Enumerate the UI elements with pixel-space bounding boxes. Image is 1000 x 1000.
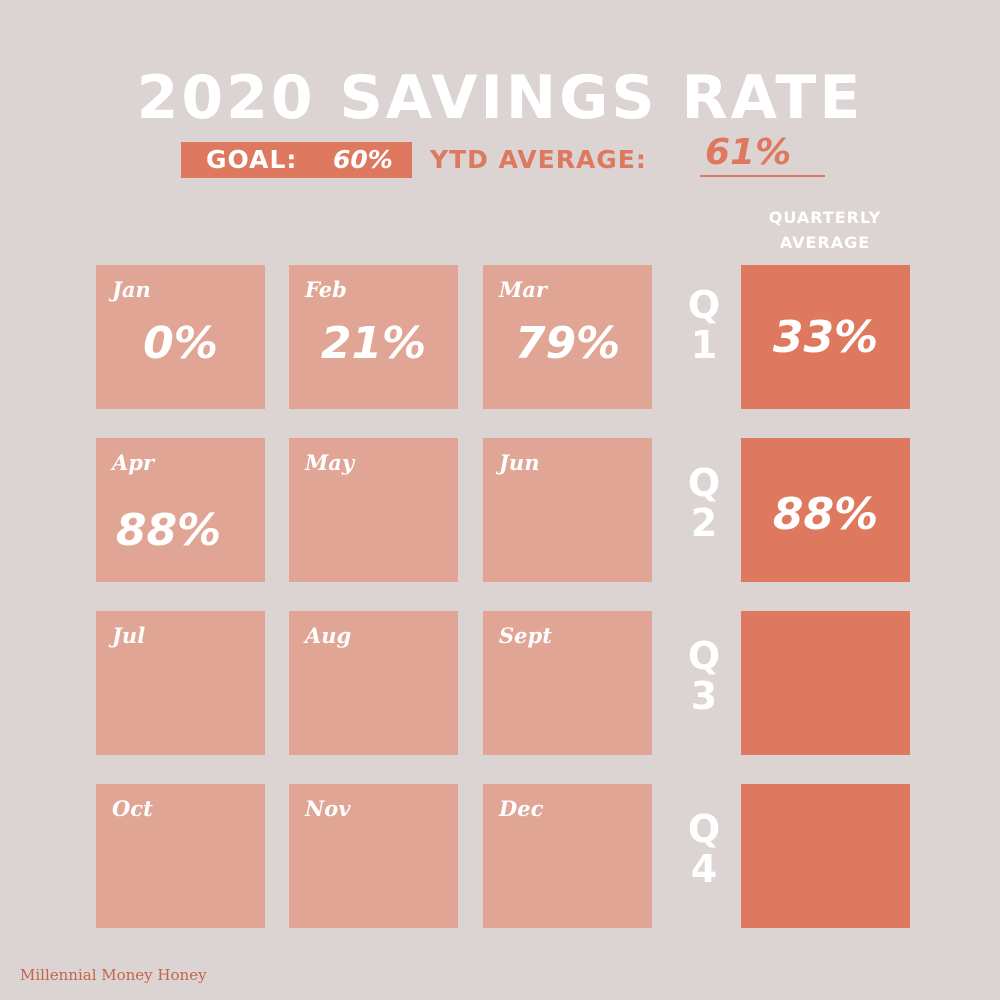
quarter-letter: Q (687, 283, 721, 327)
quarter-label-q4: Q 4 (676, 809, 732, 889)
quarter-average-cell-q1: 33% (741, 265, 910, 409)
month-cell-may: May (289, 438, 458, 582)
quarter-average-value: 33% (772, 312, 879, 363)
quarter-letter: Q (687, 634, 721, 678)
month-cell-mar: Mar 79% (483, 265, 652, 409)
month-label: Jul (112, 623, 146, 648)
quarter-letter: Q (687, 461, 721, 505)
goal-banner (181, 142, 412, 178)
quarter-label-q1: Q 1 (676, 285, 732, 365)
quarter-label-q3: Q 3 (676, 636, 732, 716)
ytd-average-label: YTD AVERAGE: (430, 145, 647, 174)
quarter-label-q2: Q 2 (676, 463, 732, 543)
page-title: 2020 SAVINGS RATE (136, 63, 864, 133)
month-label: Mar (499, 277, 547, 302)
month-cell-sept: Sept (483, 611, 652, 755)
quarter-average-cell-q4 (741, 784, 910, 928)
brand-footer: Millennial Money Honey (20, 966, 207, 984)
month-label: May (305, 450, 355, 475)
month-label: Feb (305, 277, 347, 302)
quarter-average-cell-q2: 88% (741, 438, 910, 582)
goal-label: GOAL: (206, 145, 298, 174)
quarter-letter: Q (687, 807, 721, 851)
ytd-underline (700, 175, 825, 177)
quarter-average-value: 88% (772, 489, 879, 540)
quarterly-average-header: QUARTERLY AVERAGE (740, 205, 910, 255)
month-cell-jun: Jun (483, 438, 652, 582)
month-label: Dec (499, 796, 544, 821)
quarter-number: 1 (690, 323, 718, 367)
month-label: Jan (112, 277, 151, 302)
month-label: Sept (499, 623, 552, 648)
month-cell-feb: Feb 21% (289, 265, 458, 409)
month-value: 79% (514, 318, 621, 369)
quarter-number: 2 (690, 501, 718, 545)
month-cell-jan: Jan 0% (96, 265, 265, 409)
quarterly-header-line-2: AVERAGE (779, 233, 871, 252)
month-label: Aug (305, 623, 352, 648)
quarter-number: 3 (690, 674, 718, 718)
quarterly-header-line-1: QUARTERLY (768, 208, 882, 227)
month-label: Oct (112, 796, 153, 821)
month-value: 21% (320, 318, 427, 369)
month-cell-nov: Nov (289, 784, 458, 928)
month-cell-jul: Jul (96, 611, 265, 755)
month-cell-aug: Aug (289, 611, 458, 755)
month-cell-dec: Dec (483, 784, 652, 928)
quarter-average-cell-q3 (741, 611, 910, 755)
month-label: Apr (112, 450, 155, 475)
month-cell-oct: Oct (96, 784, 265, 928)
quarter-number: 4 (690, 847, 718, 891)
month-value: 0% (143, 318, 218, 369)
month-label: Nov (305, 796, 351, 821)
ytd-average-value: 61% (705, 132, 792, 173)
month-label: Jun (499, 450, 540, 475)
goal-value: 60% (333, 145, 393, 174)
month-cell-apr: Apr 88% (96, 438, 265, 582)
month-value: 88% (115, 505, 222, 556)
